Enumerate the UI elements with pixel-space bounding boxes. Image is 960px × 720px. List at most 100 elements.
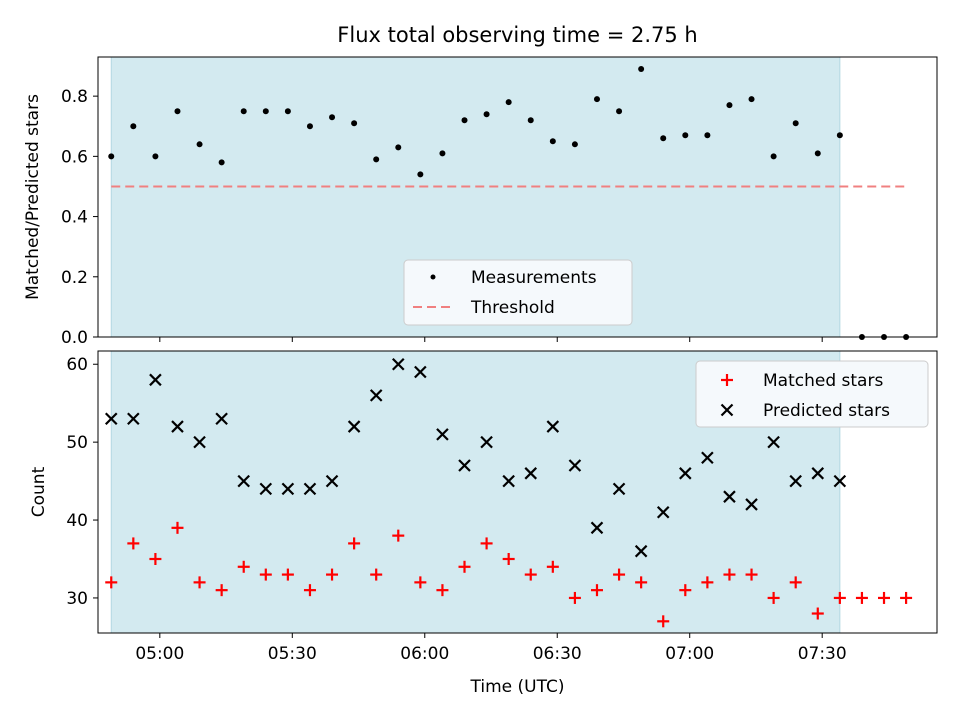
ratio-y-tick-label: 0.8 xyxy=(61,87,88,107)
measurement-point xyxy=(527,117,534,124)
predicted-star-point xyxy=(171,420,184,433)
predicted-star-point xyxy=(237,474,250,488)
x-tick-label: 07:00 xyxy=(665,644,714,664)
count-y-ticks: 30 40 50 60 xyxy=(66,355,98,609)
measurement-point xyxy=(549,138,556,145)
ratio-legend: Measurements Threshold xyxy=(403,259,633,326)
predicted-star-point xyxy=(414,365,427,379)
measurement-point xyxy=(836,132,843,139)
count-y-tick-label: 40 xyxy=(66,511,88,531)
matched-star-point xyxy=(392,529,405,542)
x-tick-label: 06:30 xyxy=(533,644,582,664)
legend-measurements-marker xyxy=(430,274,436,280)
matched-star-point xyxy=(833,591,846,604)
ratio-y-axis-label: Matched/Predicted stars xyxy=(23,94,43,300)
measurement-point xyxy=(682,132,689,139)
measurement-point xyxy=(638,66,645,73)
matched-star-point xyxy=(657,615,670,628)
measurement-point xyxy=(174,108,181,115)
predicted-star-point xyxy=(568,459,582,472)
matched-star-point xyxy=(811,607,824,620)
legend-matched-marker xyxy=(721,374,733,386)
measurement-point xyxy=(770,153,777,160)
matched-star-point xyxy=(635,576,648,589)
count-y-tick-label: 30 xyxy=(66,589,88,609)
x-tick-label: 07:30 xyxy=(798,644,847,664)
legend-threshold-label: Threshold xyxy=(470,298,555,318)
predicted-stars-points xyxy=(104,357,847,558)
predicted-star-point xyxy=(612,482,626,496)
measurement-point xyxy=(616,108,623,115)
predicted-star-point xyxy=(303,482,317,496)
matched-star-point xyxy=(193,576,206,589)
predicted-star-point xyxy=(281,482,295,496)
measurement-point xyxy=(593,96,600,103)
count-legend: Matched stars Predicted stars xyxy=(695,360,929,428)
matched-star-point xyxy=(414,576,427,589)
matched-star-point xyxy=(237,560,250,573)
measurement-point xyxy=(814,150,821,157)
matched-star-point xyxy=(105,576,118,589)
matched-star-point xyxy=(480,537,493,550)
matched-star-point xyxy=(127,537,140,550)
ratio-y-tick-label: 0.2 xyxy=(61,268,88,288)
measurement-point xyxy=(660,135,667,142)
measurement-point xyxy=(130,123,137,130)
measurement-point xyxy=(373,156,380,163)
measurement-point xyxy=(748,96,755,103)
predicted-star-point xyxy=(524,467,538,480)
predicted-star-point xyxy=(259,482,273,496)
measurement-point xyxy=(152,153,159,160)
predicted-star-point xyxy=(546,420,560,433)
measurement-point xyxy=(483,111,490,118)
matched-star-point xyxy=(171,521,184,534)
measurement-point xyxy=(571,141,578,148)
matched-star-point xyxy=(436,584,449,597)
matched-star-point xyxy=(590,584,603,597)
legend-plus-glyph xyxy=(721,374,733,386)
measurement-point xyxy=(505,99,512,106)
predicted-star-point xyxy=(325,474,339,488)
predicted-star-point xyxy=(480,435,493,449)
measurement-point xyxy=(196,141,203,148)
measurement-point xyxy=(262,108,269,115)
predicted-star-point xyxy=(458,459,471,472)
measurement-point xyxy=(240,108,247,115)
measurement-point xyxy=(351,120,358,127)
measurement-point xyxy=(792,120,799,127)
predicted-star-point xyxy=(391,357,405,371)
predicted-star-point xyxy=(833,474,847,488)
predicted-star-point xyxy=(701,451,714,465)
predicted-star-point xyxy=(767,435,780,449)
ratio-y-ticks: 0.0 0.2 0.4 0.6 0.8 xyxy=(61,87,98,348)
measurement-point xyxy=(329,114,336,121)
measurement-point xyxy=(726,102,733,109)
predicted-star-point xyxy=(679,467,692,480)
matched-star-point xyxy=(878,591,891,604)
predicted-star-point xyxy=(127,412,140,426)
matched-star-point xyxy=(679,584,692,597)
count-x-ticks: 05:00 05:30 06:00 06:30 07:00 07:30 xyxy=(135,633,847,664)
predicted-star-point xyxy=(590,521,604,535)
matched-star-point xyxy=(723,568,736,581)
legend-measurements-label: Measurements xyxy=(471,268,597,288)
predicted-star-point xyxy=(811,467,825,480)
predicted-star-point xyxy=(149,373,162,387)
matched-star-point xyxy=(900,591,913,604)
measurement-point xyxy=(439,150,446,157)
matched-star-point xyxy=(546,560,559,573)
ratio-x-ticks xyxy=(159,337,823,342)
matched-star-point xyxy=(855,591,868,604)
count-axes-frame xyxy=(97,350,938,634)
measurement-point xyxy=(108,153,115,160)
measurement-point xyxy=(306,123,313,130)
predicted-star-point xyxy=(104,412,118,426)
predicted-star-point xyxy=(656,505,670,519)
predicted-star-point xyxy=(634,544,648,558)
matched-star-point xyxy=(789,576,802,589)
measurement-point xyxy=(395,144,402,151)
count-legend-box xyxy=(695,360,929,428)
matched-star-point xyxy=(303,584,316,597)
